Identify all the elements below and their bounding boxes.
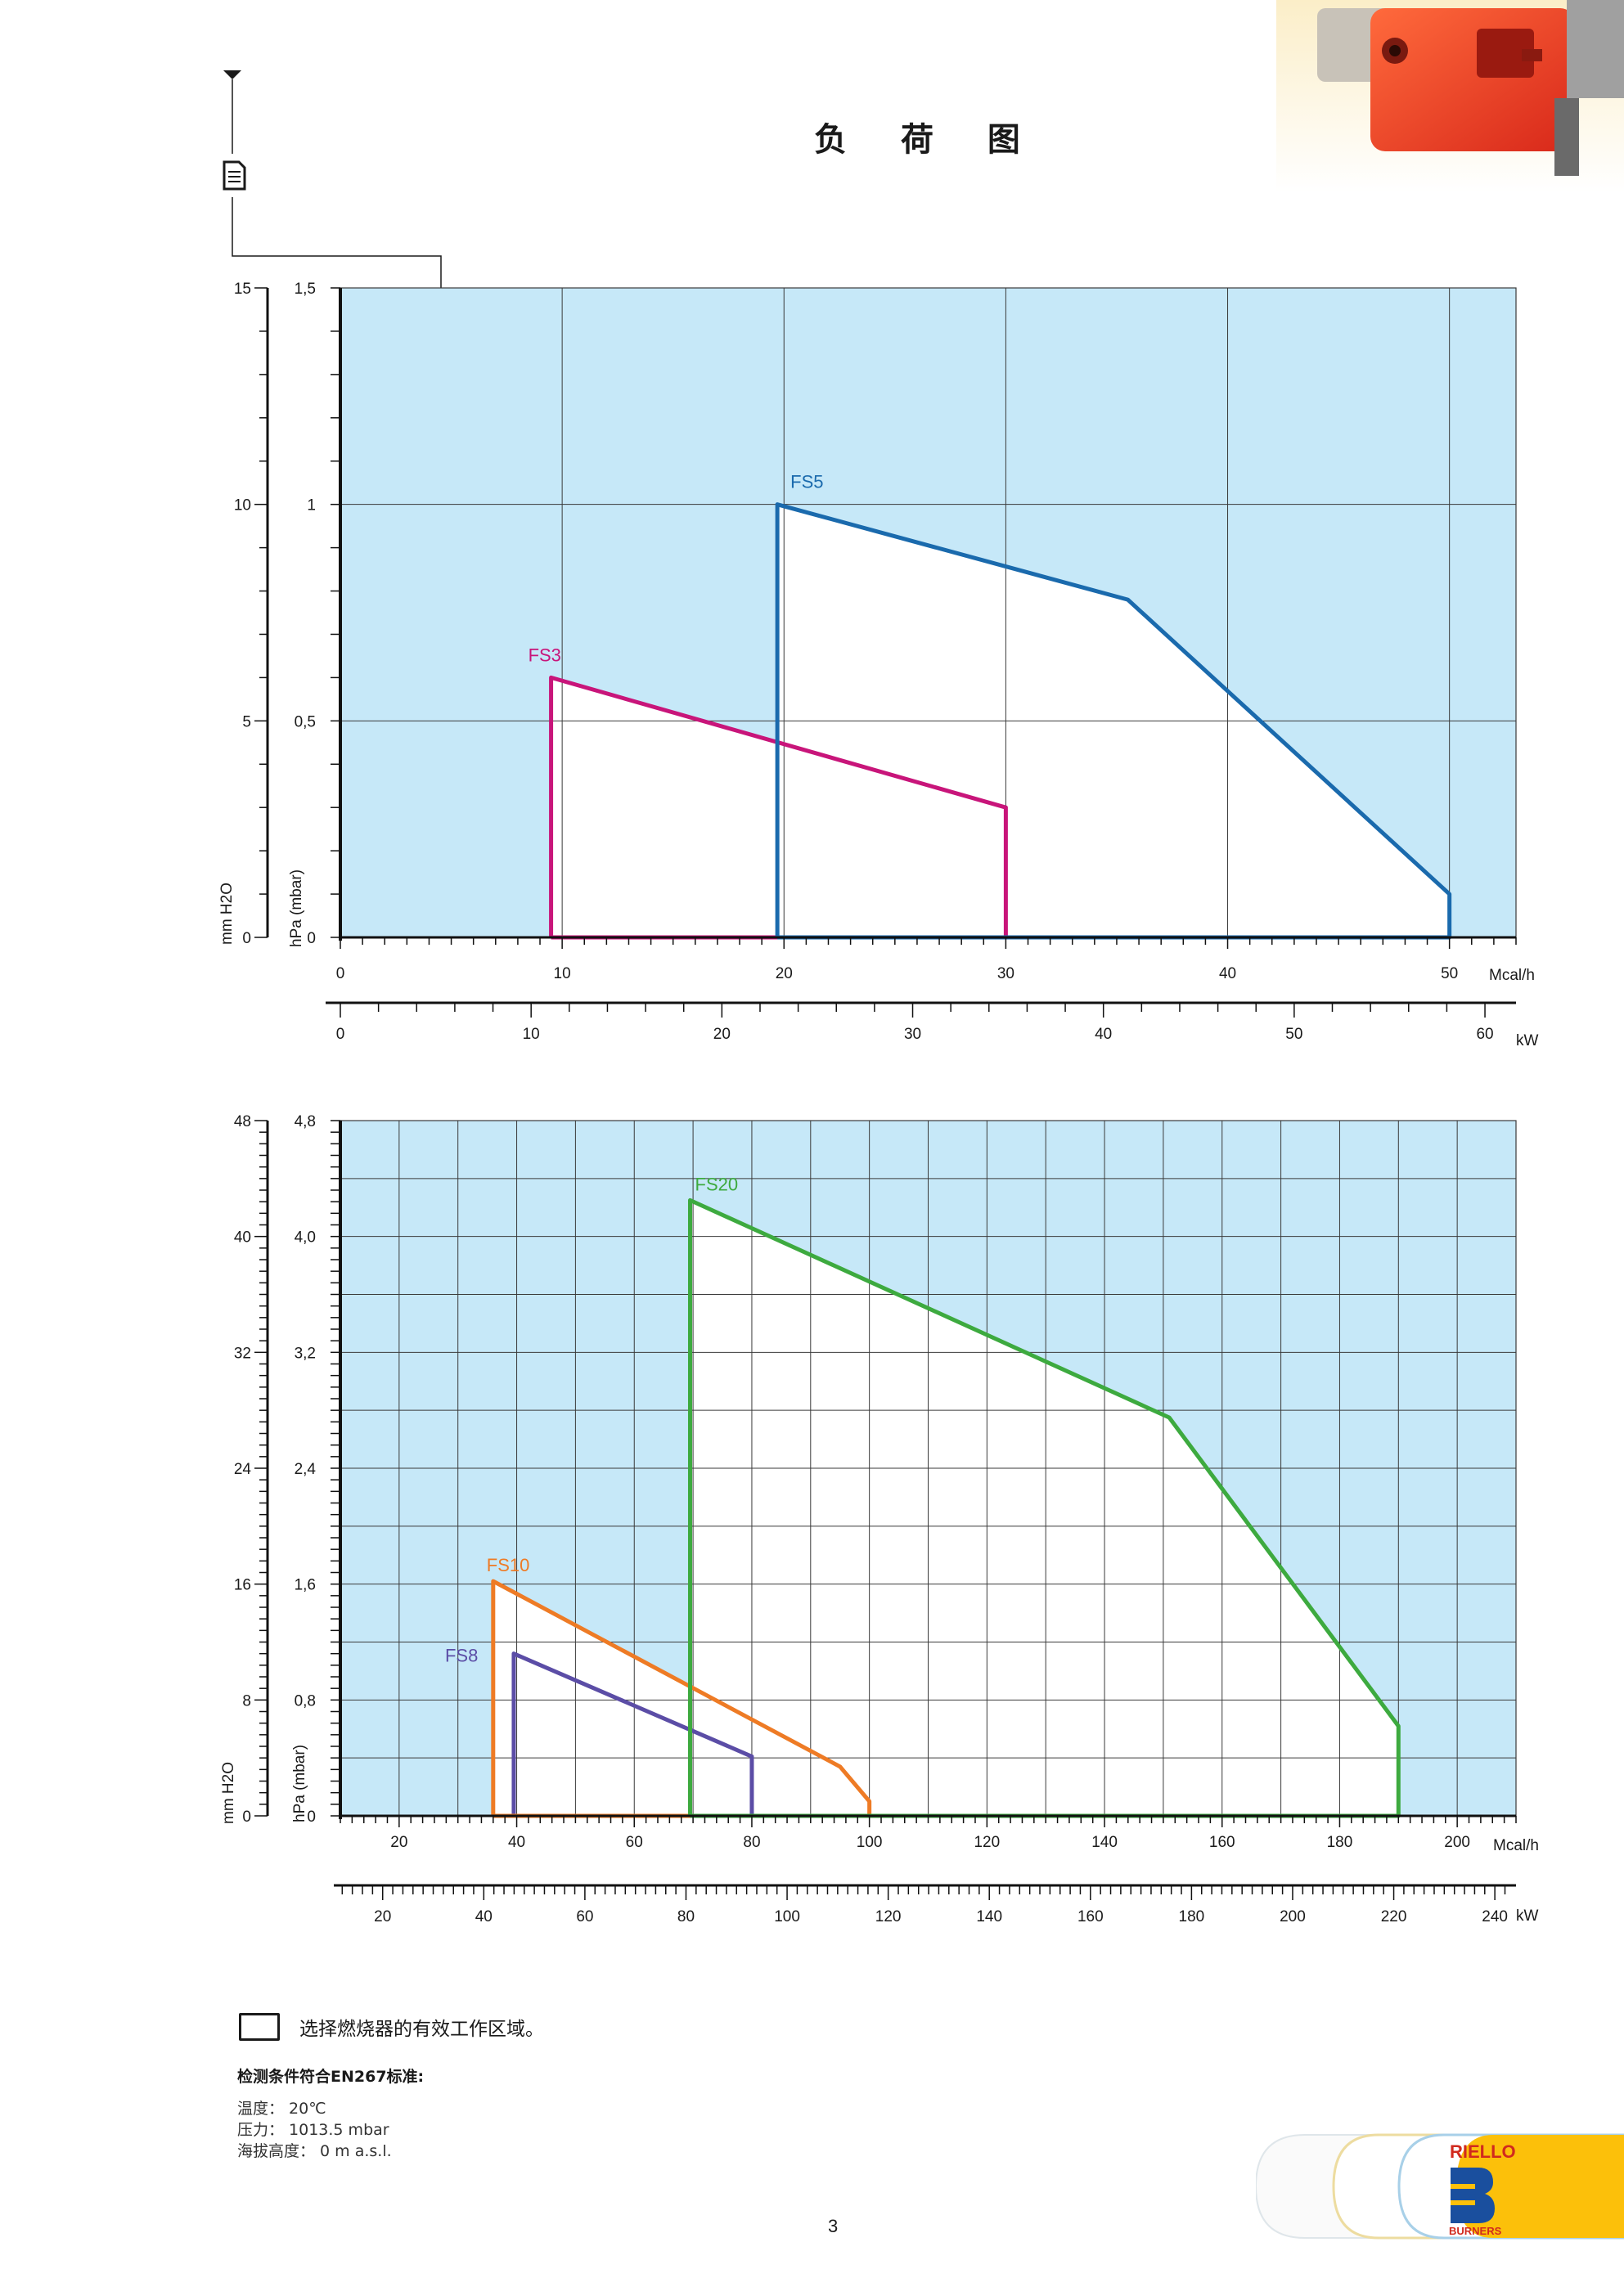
kw-tick-label: 0	[336, 1026, 345, 1043]
x-tick-label: 180	[1327, 1834, 1353, 1851]
kw-tick-label: 80	[677, 1908, 695, 1925]
operating-area-fs20	[690, 1200, 1399, 1816]
x-tick-label: 30	[997, 965, 1014, 982]
y2-tick-label: 5	[242, 713, 251, 730]
conditions-heading: 检测条件符合EN267标准:	[237, 2068, 425, 2086]
condition-pressure: 压力： 1013.5 mbar	[237, 2121, 389, 2139]
y-tick-label: 4,0	[295, 1229, 316, 1247]
x-tick-label: 100	[857, 1834, 883, 1851]
y2-tick-label: 8	[242, 1692, 251, 1710]
y-tick-label: 0	[307, 930, 316, 947]
x-tick-label: 50	[1441, 965, 1458, 982]
y2-tick-label: 24	[234, 1461, 252, 1478]
y-axis-label-mmh2o: mm H2O	[220, 1762, 237, 1824]
y-tick-label: 1,5	[295, 281, 316, 298]
x-tick-label: 140	[1091, 1834, 1118, 1851]
y-tick-label: 4,8	[295, 1113, 316, 1130]
y2-tick-label: 48	[234, 1113, 251, 1130]
brand-name: RIELLO	[1450, 2141, 1516, 2162]
x-axis-unit-kw: kW	[1516, 1032, 1539, 1049]
condition-temperature: 温度： 20℃	[237, 2100, 326, 2118]
legend: 选择燃烧器的有效工作区域。	[239, 2011, 544, 2043]
burner-photo	[1276, 0, 1624, 192]
y2-tick-label: 0	[242, 930, 251, 947]
x-axis-unit-mcal: Mcal/h	[1489, 967, 1535, 984]
y-axis-label-hpa: hPa (mbar)	[288, 869, 305, 947]
series-label-fs20: FS20	[695, 1174, 739, 1194]
page-number: 3	[828, 2216, 839, 2236]
x-tick-label: 80	[743, 1834, 760, 1851]
y-tick-label: 1,6	[295, 1577, 316, 1594]
kw-tick-label: 140	[976, 1908, 1002, 1925]
y2-tick-label: 0	[242, 1808, 251, 1826]
kw-tick-label: 40	[1095, 1026, 1112, 1043]
kw-tick-label: 60	[576, 1908, 593, 1925]
kw-tick-label: 50	[1285, 1026, 1302, 1043]
x-tick-label: 120	[974, 1834, 1000, 1851]
x-tick-label: 10	[554, 965, 571, 982]
x-tick-label: 60	[626, 1834, 643, 1851]
kw-tick-label: 60	[1476, 1026, 1493, 1043]
x-tick-label: 20	[390, 1834, 407, 1851]
y2-tick-label: 40	[234, 1229, 251, 1247]
kw-tick-label: 200	[1280, 1908, 1306, 1925]
x-axis-unit-kw: kW	[1516, 1907, 1539, 1925]
y-tick-label: 1	[307, 497, 316, 514]
y-tick-label: 0	[307, 1808, 316, 1826]
legend-text: 选择燃烧器的有效工作区域。	[299, 2019, 544, 2040]
x-tick-label: 0	[336, 965, 345, 982]
kw-tick-label: 160	[1077, 1908, 1104, 1925]
y-axis-label-mmh2o: mm H2O	[218, 883, 236, 945]
kw-tick-label: 30	[904, 1026, 921, 1043]
y2-tick-label: 15	[234, 281, 251, 298]
kw-tick-label: 10	[523, 1026, 540, 1043]
x-tick-label: 40	[508, 1834, 525, 1851]
series-label-fs3: FS3	[529, 645, 561, 665]
y-tick-label: 2,4	[295, 1461, 317, 1478]
brand-sub: BURNERS	[1449, 2225, 1502, 2237]
kw-tick-label: 20	[713, 1026, 731, 1043]
y-tick-label: 0,8	[295, 1692, 316, 1710]
x-axis-unit-mcal: Mcal/h	[1493, 1837, 1539, 1854]
condition-altitude: 海拔高度： 0 m a.s.l.	[237, 2142, 392, 2160]
x-tick-label: 40	[1219, 965, 1236, 982]
kw-tick-label: 220	[1381, 1908, 1407, 1925]
x-tick-label: 160	[1209, 1834, 1235, 1851]
test-conditions: 检测条件符合EN267标准: 温度： 20℃ 压力： 1013.5 mbar 海…	[237, 2065, 424, 2162]
series-label-fs8: FS8	[445, 1646, 478, 1666]
y2-tick-label: 16	[234, 1577, 251, 1594]
y-tick-label: 0,5	[295, 713, 316, 730]
series-label-fs10: FS10	[487, 1555, 530, 1575]
y2-tick-label: 32	[234, 1345, 251, 1362]
y-tick-label: 3,2	[295, 1345, 316, 1362]
riello-burners-logo: RIELLO BURNERS	[1256, 2133, 1624, 2240]
working-area-swatch	[239, 2013, 280, 2041]
x-tick-label: 200	[1444, 1834, 1470, 1851]
series-label-fs5: FS5	[790, 472, 823, 492]
kw-tick-label: 120	[875, 1908, 902, 1925]
kw-tick-label: 20	[374, 1908, 391, 1925]
y-axis-label-hpa: hPa (mbar)	[291, 1745, 308, 1822]
x-tick-label: 20	[776, 965, 793, 982]
kw-tick-label: 40	[475, 1908, 493, 1925]
page-title: 负 荷 图	[814, 121, 1041, 159]
kw-tick-label: 240	[1482, 1908, 1508, 1925]
kw-tick-label: 100	[774, 1908, 800, 1925]
y2-tick-label: 10	[234, 497, 251, 514]
kw-tick-label: 180	[1179, 1908, 1205, 1925]
